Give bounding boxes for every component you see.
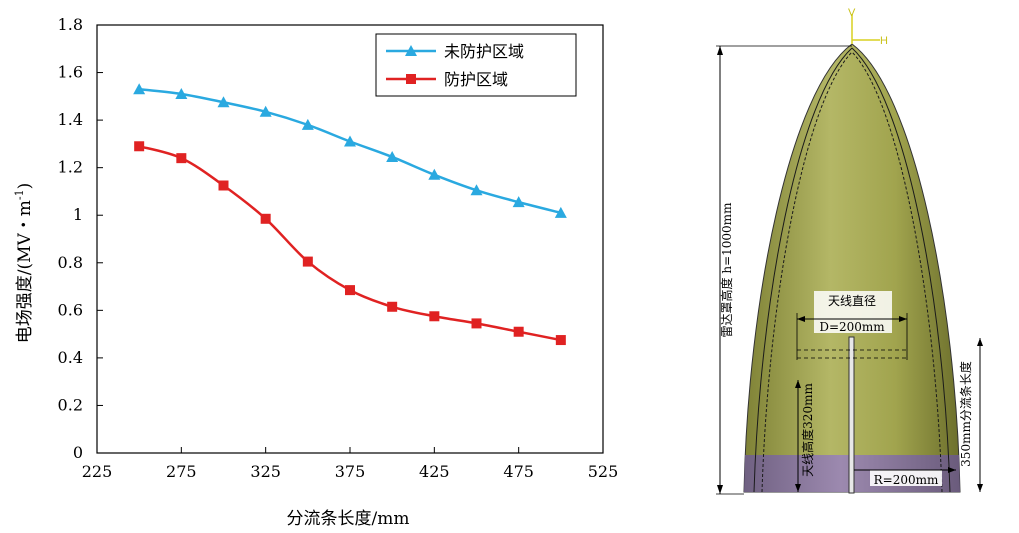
- x-tick-label: 375: [335, 462, 366, 481]
- height-arrow-bottom: [717, 485, 723, 494]
- x-tick-label: 225: [82, 462, 113, 481]
- data-point: [513, 326, 524, 337]
- antenna-diameter-value: D=200mm: [819, 320, 885, 334]
- radius-box: [870, 470, 942, 486]
- antenna-height-arrow-top: [795, 380, 801, 388]
- data-point: [302, 256, 313, 267]
- shunt-strip-right-inner: [851, 51, 943, 493]
- y-tick-label: 1.6: [58, 63, 83, 82]
- tick-labels: 225 275 325 375 425 475 525 0 0.2 0.4 0.6 0.8 1 1.2 1.…: [58, 15, 619, 481]
- data-point: [470, 184, 483, 196]
- radius-arrow: [948, 467, 956, 473]
- shunt-strip-right: [851, 47, 951, 493]
- radome-height-label: 雷达罩高度 h=1000mm: [719, 202, 734, 338]
- y-tick-label: 0.6: [58, 300, 83, 319]
- legend-swatch-marker: [406, 74, 416, 84]
- y-tick-label: 1: [73, 205, 83, 224]
- data-point: [217, 96, 230, 108]
- radome-diagram: V H 雷达罩高度 h=1000mm 天线直径 D=200mm 天线高度320m…: [716, 7, 983, 495]
- y-tick-label: 0: [73, 443, 83, 462]
- x-tick-label: 525: [588, 462, 619, 481]
- data-point: [260, 213, 271, 224]
- x-tick-label: 475: [503, 462, 534, 481]
- data-point: [386, 150, 399, 162]
- x-tick-label: 325: [250, 462, 281, 481]
- line-chart: 225 275 325 375 425 475 525 0 0.2 0.4 0.6 0.8 1 1.2 1.…: [13, 15, 619, 529]
- axis-v-label: V: [848, 7, 856, 19]
- legend-label: 防护区域: [444, 70, 508, 89]
- antenna-diameter-arrow-left: [797, 316, 805, 322]
- data-point: [345, 285, 355, 296]
- x-axis-title: 分流条长度/mm: [287, 509, 410, 529]
- strip-length-arrow-bottom: [977, 484, 983, 492]
- data-point: [175, 87, 188, 99]
- x-tick-label: 275: [166, 462, 197, 481]
- legend-box: [375, 33, 577, 97]
- data-point: [512, 196, 525, 208]
- radius-label: R=200mm: [874, 473, 939, 487]
- data-point: [428, 168, 441, 180]
- data-point: [554, 206, 567, 218]
- legend-swatch-marker: [405, 45, 417, 56]
- data-point: [555, 335, 566, 346]
- y-tick-label: 0.4: [58, 348, 83, 367]
- series-line: [138, 145, 562, 342]
- y-tick-label: 1.4: [58, 110, 83, 129]
- strip-length-label: 350mm分流条长度: [958, 361, 973, 467]
- antenna-height-label: 天线高度320mm: [800, 383, 815, 477]
- strip-length-arrow-top: [977, 338, 983, 346]
- legend-label: 未防护区域: [444, 42, 524, 61]
- y-axis-title: 电场强度/(MV・m-1): [13, 183, 35, 344]
- y-tick-label: 1.2: [58, 158, 83, 177]
- x-tick-label: 425: [419, 462, 450, 481]
- height-arrow-top: [717, 46, 723, 55]
- series-line: [139, 87, 562, 215]
- data-point: [471, 318, 482, 329]
- shunt-strip-left-inner: [761, 51, 853, 493]
- antenna-rod: [848, 336, 855, 494]
- antenna-height-arrow-bottom: [795, 484, 801, 492]
- data-point: [259, 105, 272, 117]
- data-point: [429, 311, 440, 322]
- antenna-diameter-arrow-right: [899, 316, 907, 322]
- y-tick-label: 1.8: [58, 15, 83, 34]
- shunt-strip-left: [753, 47, 853, 493]
- axes: [96, 24, 604, 454]
- data-point: [387, 301, 398, 312]
- y-tick-label: 0.2: [58, 395, 83, 414]
- y-tick-label: 0.8: [58, 253, 83, 272]
- antenna-diameter-box: [814, 291, 892, 333]
- series-protected: [134, 141, 566, 346]
- data-point: [134, 141, 145, 152]
- series-unprotected: [133, 83, 567, 218]
- data-point: [133, 83, 146, 95]
- data-point: [218, 180, 229, 191]
- data-point: [176, 153, 187, 164]
- data-point: [344, 135, 356, 147]
- data-point: [301, 118, 314, 130]
- antenna-diameter-title: 天线直径: [828, 294, 876, 308]
- axis-h-label: H: [880, 35, 888, 47]
- series-lines: [133, 83, 567, 346]
